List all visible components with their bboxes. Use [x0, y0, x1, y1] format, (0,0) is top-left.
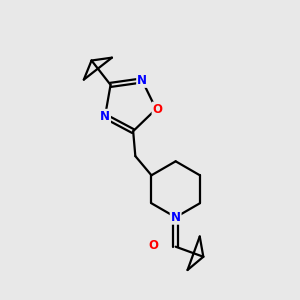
- Text: N: N: [100, 110, 110, 123]
- Text: O: O: [152, 103, 163, 116]
- Text: O: O: [148, 239, 159, 252]
- Text: N: N: [137, 74, 147, 87]
- Text: N: N: [171, 211, 181, 224]
